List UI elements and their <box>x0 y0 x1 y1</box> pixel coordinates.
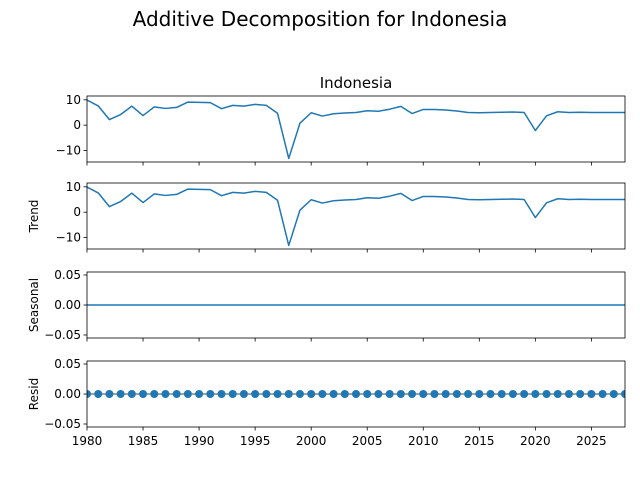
y-tick-label: 0.00 <box>54 298 81 312</box>
series-group <box>87 99 625 160</box>
series-group <box>87 390 625 398</box>
resid-point <box>520 390 529 398</box>
resid-point <box>150 390 159 398</box>
resid-point <box>475 390 484 398</box>
resid-point <box>139 390 148 398</box>
resid-point <box>374 390 383 398</box>
resid-point <box>87 390 91 398</box>
resid-point <box>587 390 596 398</box>
resid-point <box>441 390 450 398</box>
resid-point <box>251 390 260 398</box>
resid-point <box>295 390 304 398</box>
x-tick-label: 2005 <box>352 434 383 448</box>
y-tick-label: 10 <box>66 180 81 194</box>
series-group <box>87 186 625 247</box>
y-tick-label: −10 <box>56 231 81 245</box>
resid-point <box>116 390 125 398</box>
y-tick-label: 0.05 <box>54 268 81 282</box>
resid-point <box>127 390 136 398</box>
resid-point <box>318 390 327 398</box>
panel-title: Indonesia <box>320 74 393 92</box>
resid-point <box>396 390 405 398</box>
y-tick-label: −0.05 <box>44 328 81 342</box>
resid-point <box>452 390 461 398</box>
resid-point <box>497 390 506 398</box>
resid-point <box>172 390 181 398</box>
resid-point <box>217 390 226 398</box>
x-tick-label: 2000 <box>296 434 327 448</box>
resid-point <box>105 390 114 398</box>
series-line <box>87 186 625 247</box>
resid-point <box>542 390 551 398</box>
resid-point <box>464 390 473 398</box>
resid-point <box>340 390 349 398</box>
resid-point <box>576 390 585 398</box>
y-axis-label: Resid <box>27 378 41 410</box>
resid-point <box>363 390 372 398</box>
resid-point <box>352 390 360 398</box>
panels: 100−10Indonesia100−10Trend0.050.00−0.05S… <box>27 74 626 448</box>
resid-point <box>531 390 540 398</box>
y-tick-label: 0 <box>73 205 81 219</box>
resid-point <box>564 390 573 398</box>
resid-point <box>621 390 625 398</box>
y-tick-label: −10 <box>56 144 81 158</box>
resid-point <box>598 390 607 398</box>
resid-point <box>239 390 248 398</box>
y-axis-label: Trend <box>27 200 41 234</box>
x-tick-label: 2025 <box>576 434 607 448</box>
resid-point <box>419 390 428 398</box>
resid-point <box>206 390 215 398</box>
panel-observed: 10 0 −10 Indonesia <box>56 74 626 166</box>
resid-point <box>553 390 562 398</box>
resid-point <box>486 390 495 398</box>
resid-point <box>284 390 293 398</box>
axes-frame <box>86 182 626 250</box>
y-axis-label: Seasonal <box>27 278 41 332</box>
x-tick-label: 1985 <box>128 434 159 448</box>
y-tick-label: 10 <box>66 93 81 107</box>
resid-point <box>262 390 271 398</box>
resid-point <box>609 390 618 398</box>
resid-point <box>408 390 417 398</box>
panel-trend: 10 0 −10 Trend <box>27 180 626 253</box>
x-tick-label: 2010 <box>408 434 439 448</box>
panel-resid: 0.05 0.00 −0.05 1980 1985 1990 1995 2000 2005 201… <box>27 357 626 448</box>
resid-point <box>94 390 103 398</box>
resid-point <box>228 390 237 398</box>
x-tick-label: 1995 <box>240 434 271 448</box>
resid-point <box>385 390 394 398</box>
x-tick-label: 1980 <box>72 434 103 448</box>
resid-point <box>329 390 338 398</box>
series-line <box>87 99 625 160</box>
y-tick-label: 0 <box>73 118 81 132</box>
resid-point <box>273 390 282 398</box>
y-tick-label: −0.05 <box>44 417 81 431</box>
resid-point <box>430 390 439 398</box>
resid-point <box>183 390 192 398</box>
figure-title: Additive Decomposition for Indonesia <box>133 7 508 31</box>
y-tick-label: 0.05 <box>54 357 81 371</box>
resid-point <box>508 390 517 398</box>
x-tick-label: 1990 <box>184 434 215 448</box>
y-tick-label: 0.00 <box>54 387 81 401</box>
axes-frame <box>86 95 626 163</box>
resid-point <box>195 390 204 398</box>
resid-point <box>161 390 170 398</box>
x-tick-label: 2020 <box>520 434 551 448</box>
x-tick-label: 2015 <box>464 434 495 448</box>
resid-point <box>307 390 316 398</box>
